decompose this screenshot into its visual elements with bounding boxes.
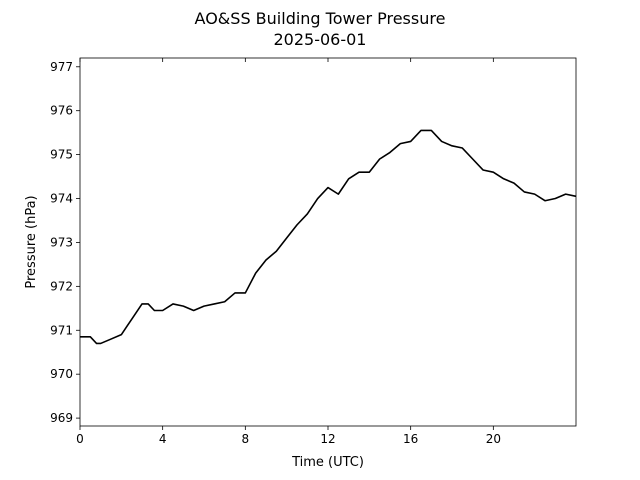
data-line [80,129,577,345]
x-tick-label: 20 [486,432,501,446]
y-tick-label: 972 [50,279,73,293]
y-tick-label: 973 [50,235,73,249]
y-tick-label: 976 [50,104,73,118]
y-tick-label: 971 [50,323,73,337]
y-tick-label: 975 [50,148,73,162]
y-tick-label: 969 [50,411,73,425]
y-axis-label: Pressure (hPa) [24,195,39,288]
y-tick-label: 974 [50,192,73,206]
y-tick-label: 970 [50,367,73,381]
x-tick-label: 12 [320,432,335,446]
x-tick-label: 4 [159,432,167,446]
x-axis-label: Time (UTC) [291,455,364,470]
x-tick-label: 16 [403,432,418,446]
plot-frame [79,57,577,427]
x-tick-label: 0 [76,432,84,446]
x-tick-label: 8 [242,432,250,446]
chart-title: AO&SS Building Tower Pressure [195,9,446,28]
chart-subtitle: 2025-06-01 [274,30,367,49]
y-tick-label: 977 [50,60,73,74]
